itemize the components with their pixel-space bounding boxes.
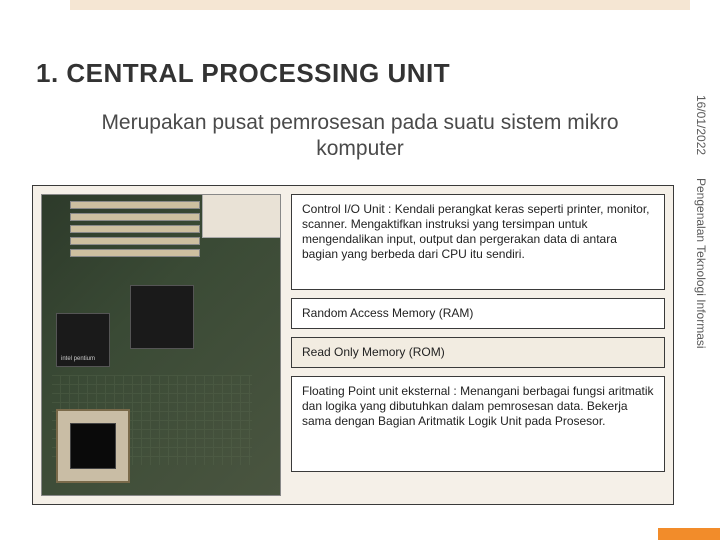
bottom-accent-bar (658, 528, 720, 540)
subtitle-text: Merupakan pusat pemrosesan pada suatu si… (100, 110, 620, 163)
callout-ram: Random Access Memory (RAM) (291, 298, 665, 329)
panel-overlay (202, 194, 281, 238)
callout-list: Control I/O Unit : Kendali perangkat ker… (291, 194, 665, 480)
cpu-die-icon (70, 423, 116, 469)
page-title: 1. CENTRAL PROCESSING UNIT (36, 58, 450, 89)
side-caption: Pengenalan Teknologi Informasi (694, 178, 708, 349)
date-label: 16/01/2022 (694, 95, 708, 155)
pci-slots-icon (70, 201, 210, 257)
motherboard-image: intel pentium (41, 194, 281, 496)
chipset-icon (130, 285, 194, 349)
content-panel: intel pentium Control I/O Unit : Kendali… (32, 185, 674, 505)
chip-label: intel pentium (61, 356, 95, 362)
coprocessor-icon: intel pentium (56, 313, 110, 367)
cpu-socket-icon (56, 409, 130, 483)
callout-control-io: Control I/O Unit : Kendali perangkat ker… (291, 194, 665, 290)
slide: 1. CENTRAL PROCESSING UNIT Merupakan pus… (0, 0, 720, 540)
top-accent-bar (70, 0, 690, 10)
callout-rom: Read Only Memory (ROM) (291, 337, 665, 368)
callout-fpu: Floating Point unit eksternal : Menangan… (291, 376, 665, 472)
